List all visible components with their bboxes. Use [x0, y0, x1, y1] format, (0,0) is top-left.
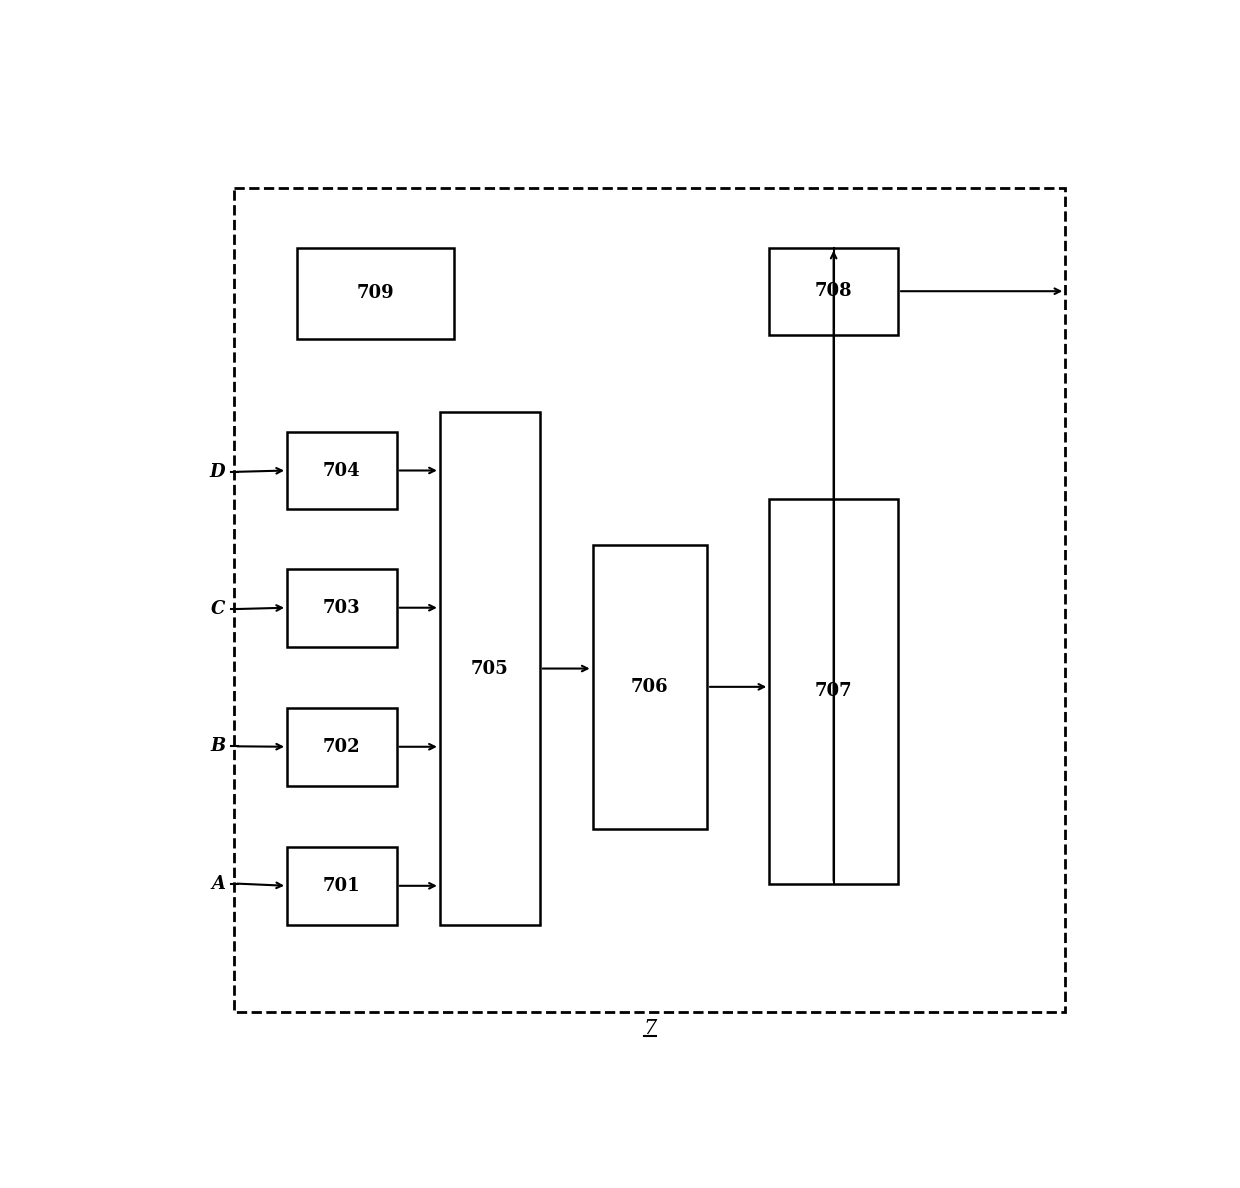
Bar: [286, 847, 397, 924]
Bar: [440, 412, 541, 924]
Text: 709: 709: [357, 284, 394, 303]
Bar: [769, 499, 898, 884]
Text: 703: 703: [324, 599, 361, 617]
Text: A: A: [211, 874, 226, 892]
Bar: [286, 431, 397, 510]
Bar: [769, 248, 898, 335]
Text: 702: 702: [324, 738, 361, 756]
Bar: [234, 189, 1065, 1012]
Text: 706: 706: [631, 678, 668, 696]
Text: D: D: [210, 463, 226, 481]
Bar: [286, 569, 397, 646]
Text: 7: 7: [644, 1018, 656, 1037]
Bar: [296, 248, 454, 340]
Text: B: B: [210, 738, 226, 756]
Text: C: C: [211, 600, 226, 618]
Text: 708: 708: [815, 283, 852, 301]
Text: 701: 701: [324, 877, 361, 895]
Text: 707: 707: [815, 682, 852, 701]
Bar: [593, 545, 707, 829]
Text: 704: 704: [324, 461, 361, 480]
Text: 705: 705: [471, 659, 508, 677]
Bar: [286, 708, 397, 785]
